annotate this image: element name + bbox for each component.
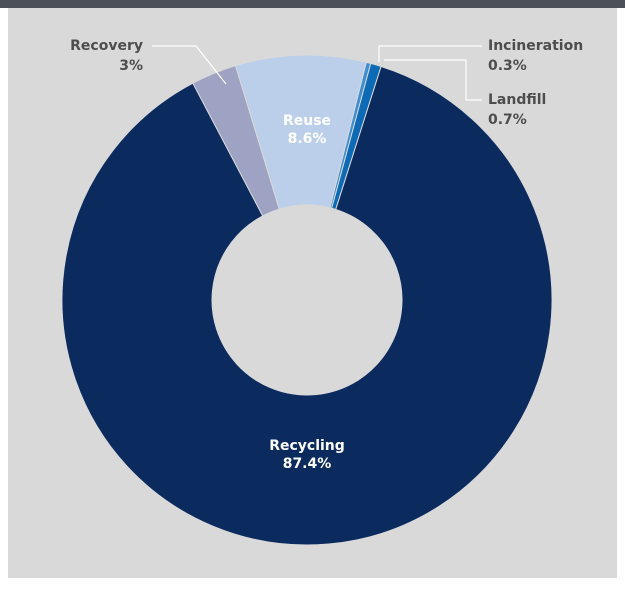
leader-line — [384, 59, 482, 101]
top-bar — [0, 0, 625, 8]
leader-line — [378, 45, 482, 62]
slice — [61, 65, 553, 546]
value-label: 8.6% — [288, 131, 327, 147]
value-label: 0.7% — [488, 112, 527, 128]
value-label: 3% — [119, 58, 143, 74]
slice-label: Reuse — [283, 113, 331, 129]
slice — [234, 54, 367, 210]
value-label: 87.4% — [283, 456, 332, 472]
value-label: 0.3% — [488, 58, 527, 74]
leader-line — [152, 45, 227, 85]
slice-label: Incineration — [488, 38, 583, 54]
slice-label: Recovery — [70, 38, 143, 54]
slice-label: Landfill — [488, 92, 546, 108]
slice-label: Recycling — [269, 438, 345, 454]
